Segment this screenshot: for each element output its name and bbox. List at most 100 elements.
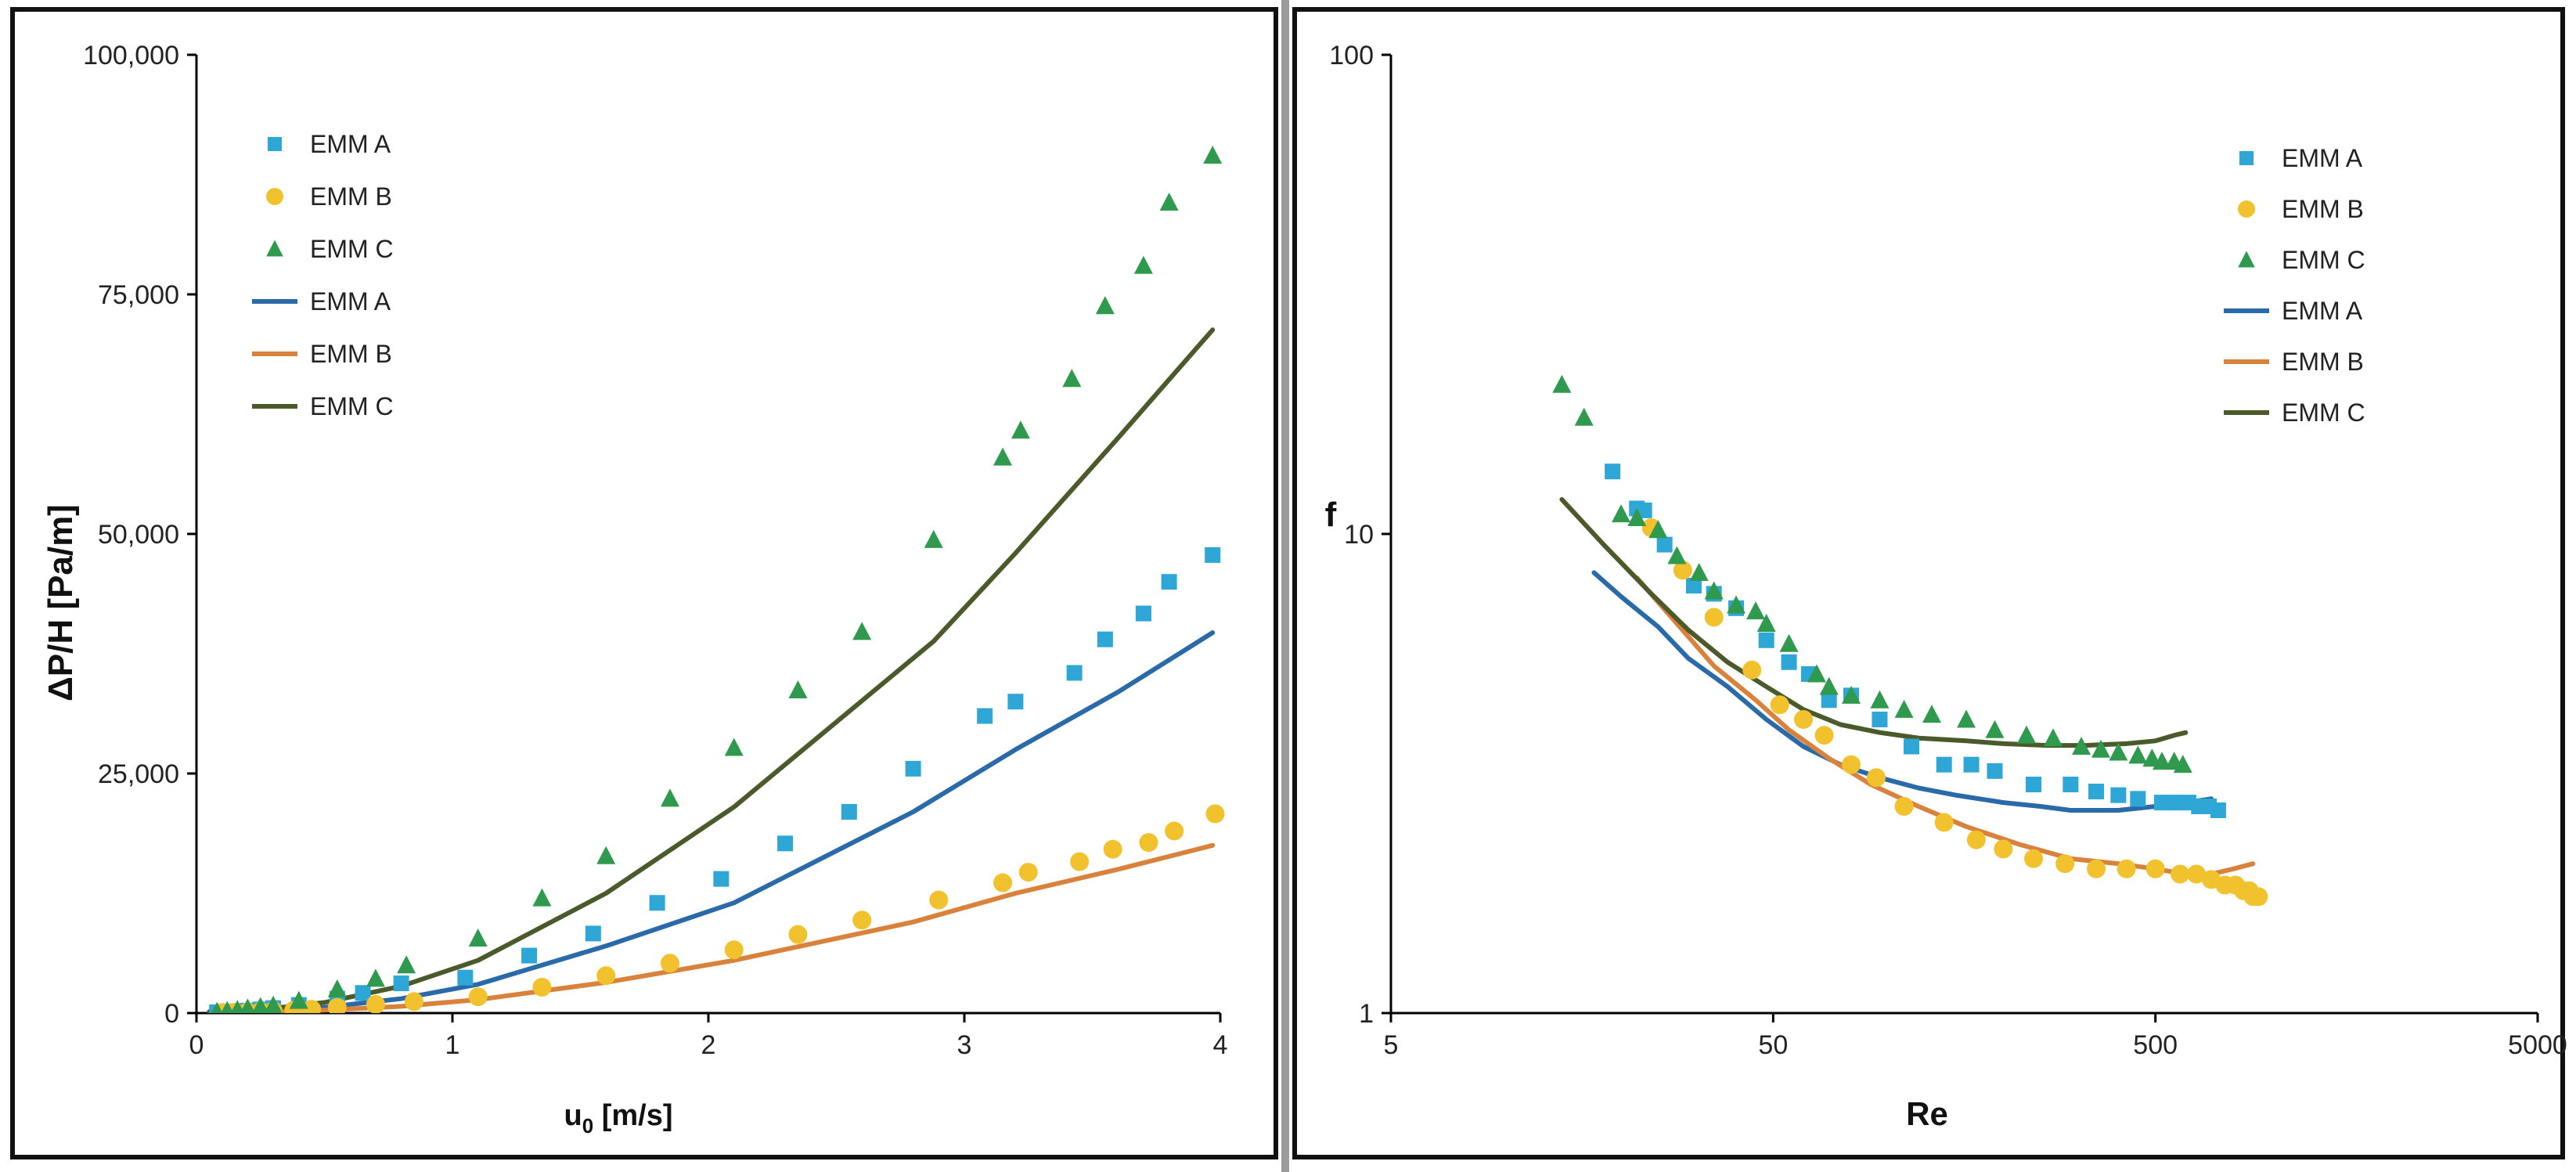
chart0-point-emm-c-triangle xyxy=(289,990,308,1009)
chart0-legend-item-emm-a-line: EMM A xyxy=(252,287,391,316)
chart1-point-emm-c-triangle xyxy=(1894,699,1914,718)
chart0-point-emm-b-circle xyxy=(724,940,744,960)
chart0-point-emm-c-triangle xyxy=(221,1001,234,1013)
chart1-point-emm-a-square xyxy=(2210,802,2226,818)
chart1-point-emm-c-triangle xyxy=(1574,407,1594,426)
chart1-point-emm-c-triangle xyxy=(1819,676,1839,695)
chart1-point-emm-b-circle xyxy=(1994,839,2013,859)
chart1-point-emm-b-circle xyxy=(1742,660,1762,680)
chart1-point-emm-a-square xyxy=(2130,791,2146,807)
chart0-point-emm-c-triangle xyxy=(366,968,385,987)
chart1-point-emm-b-circle xyxy=(1704,608,1724,627)
chart0-point-emm-b-circle xyxy=(1018,863,1038,882)
chart1-point-emm-b-circle xyxy=(1770,695,1789,715)
chart0-data-layer xyxy=(207,146,1225,1013)
chart0-point-emm-a-square xyxy=(905,760,921,777)
chart1-point-emm-c-triangle xyxy=(1807,664,1826,683)
chart1-legend-label: EMM B xyxy=(2282,348,2364,376)
chart0-point-emm-b-circle xyxy=(1165,821,1184,841)
chart0-point-emm-c-triangle xyxy=(230,1000,245,1013)
chart1-legend-item-emm-a-square: EMM A xyxy=(2239,144,2363,172)
chart0-legend-label: EMM C xyxy=(310,235,394,263)
chart0-point-emm-a-square xyxy=(1097,631,1113,647)
chart1-point-emm-b-circle xyxy=(1814,726,1834,745)
chart1-point-emm-a-square xyxy=(1605,463,1621,480)
chart1-point-emm-b-circle xyxy=(1794,709,1814,729)
chart0-y-tick-label: 0 xyxy=(164,999,179,1029)
chart1-legend-label: EMM A xyxy=(2282,297,2363,325)
chart0-point-emm-c-triangle xyxy=(1159,192,1179,211)
chart1-point-emm-b-circle xyxy=(2117,859,2136,878)
chart1-point-emm-c-triangle xyxy=(1842,685,1861,704)
chart0-point-emm-c-triangle xyxy=(660,788,679,807)
left-panel-border xyxy=(10,7,1278,1159)
chart1-legend: EMM A EMM B EMM C EMM A EMM B EMM C xyxy=(2224,144,2365,427)
chart0-point-emm-c-triangle xyxy=(532,888,552,907)
chart1-legend-item-emm-c-line: EMM C xyxy=(2224,398,2365,427)
chart0-legend-label: EMM A xyxy=(310,287,391,316)
chart1-point-emm-a-square xyxy=(1685,578,1702,594)
chart0-point-emm-c-triangle xyxy=(788,680,808,699)
chart1-x-tick-label: 50 xyxy=(1758,1030,1788,1060)
chart1-point-emm-a-square xyxy=(1936,756,1952,773)
chart1-point-emm-a-square xyxy=(2110,787,2127,803)
chart1-point-emm-b-circle xyxy=(2187,864,2207,884)
chart1-legend-swatch-circle xyxy=(2238,200,2255,218)
chart1-point-emm-c-triangle xyxy=(2043,728,2063,747)
chart0-x-tick-label: 1 xyxy=(445,1030,460,1060)
chart1-point-emm-c-triangle xyxy=(1756,613,1776,632)
chart0-point-emm-b-circle xyxy=(993,873,1013,893)
chart1-point-emm-c-triangle xyxy=(1552,374,1572,393)
chart1-point-emm-c-triangle xyxy=(1648,520,1668,539)
chart0-point-emm-c-triangle xyxy=(1095,296,1115,315)
chart0-point-emm-a-square xyxy=(393,975,409,992)
chart1-point-emm-a-square xyxy=(2063,777,2079,793)
chart1-point-emm-b-circle xyxy=(2087,859,2106,878)
chart0-legend-item-emm-b-circle: EMM B xyxy=(266,182,392,211)
chart0-point-emm-a-square xyxy=(1205,546,1221,563)
chart0-point-emm-a-square xyxy=(457,969,474,986)
chart1-legend-label: EMM B xyxy=(2282,195,2364,223)
chart0-y-tick-label: 75,000 xyxy=(98,280,179,310)
chart1-point-emm-c-triangle xyxy=(2128,745,2148,764)
chart1-legend-label: EMM C xyxy=(2282,398,2365,427)
chart0-point-emm-b-circle xyxy=(468,987,488,1007)
chart1-point-emm-c-triangle xyxy=(1704,581,1724,600)
chart0-point-emm-b-circle xyxy=(404,992,423,1012)
chart0-point-emm-c-triangle xyxy=(211,1001,223,1013)
chart0-legend-label: EMM C xyxy=(310,392,394,420)
chart0-point-emm-a-square xyxy=(713,871,730,887)
right-panel-border xyxy=(1292,7,2565,1159)
chart0-legend-label: EMM B xyxy=(310,182,392,211)
chart0-point-emm-b-circle xyxy=(1070,852,1090,871)
chart0-point-emm-b-circle xyxy=(1103,839,1122,859)
chart1-point-emm-c-triangle xyxy=(1985,719,2005,738)
left-x-axis-title: u0 [m/s] xyxy=(564,1099,672,1138)
chart0-point-emm-c-triangle xyxy=(240,998,256,1013)
chart1-point-emm-a-square xyxy=(2026,777,2042,793)
chart1-point-emm-c-triangle xyxy=(1746,601,1765,620)
chart0-point-emm-a-square xyxy=(355,985,371,1001)
chart0-x-tick-label: 0 xyxy=(189,1030,204,1060)
chart1-point-emm-a-square xyxy=(2088,784,2105,800)
chart0-point-emm-a-square xyxy=(1066,665,1083,681)
chart0-legend-label: EMM A xyxy=(310,130,391,158)
chart1-point-emm-c-triangle xyxy=(1667,546,1687,564)
chart0-point-emm-a-square xyxy=(521,947,538,964)
chart1-point-emm-b-circle xyxy=(2024,849,2044,868)
chart0-point-emm-c-triangle xyxy=(1011,420,1030,439)
chart1-point-emm-c-triangle xyxy=(1727,595,1746,614)
chart1-point-emm-c-triangle xyxy=(2016,725,2036,744)
chart1-point-emm-c-triangle xyxy=(1870,690,1890,709)
chart0-point-emm-b-circle xyxy=(852,911,872,930)
chart0-point-emm-a-square xyxy=(977,708,993,724)
chart1-point-emm-a-square xyxy=(1821,692,1837,709)
chart0-point-emm-b-circle xyxy=(302,1000,322,1013)
chart1-legend-item-emm-b-line: EMM B xyxy=(2224,348,2364,376)
chart0-legend-label: EMM B xyxy=(310,340,392,368)
chart0-y-tick-label: 25,000 xyxy=(98,759,179,789)
chart1-point-emm-a-square xyxy=(1781,654,1797,670)
chart1-point-emm-c-triangle xyxy=(1957,709,1976,728)
chart1-data-layer xyxy=(1552,374,2268,907)
